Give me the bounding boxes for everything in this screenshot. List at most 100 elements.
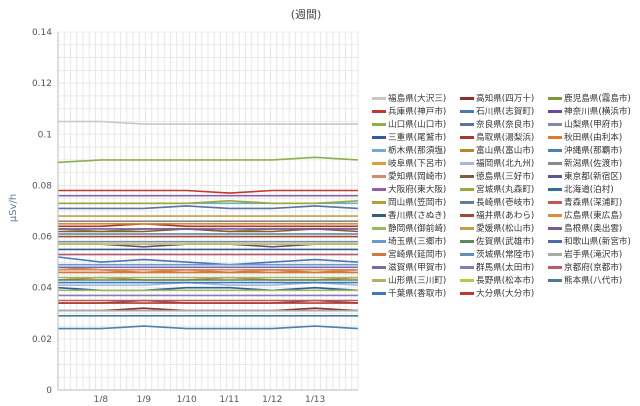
legend-item: 石川県(志賀町): [460, 105, 534, 119]
y-tick-label: 0.1: [38, 130, 52, 140]
axes: 0 0.02 0.04 0.06 0.08 0.1 0.12 0.14 1/8 1/9 1/10 1/…: [32, 28, 358, 405]
y-tick-label: 0.06: [32, 233, 52, 243]
series-line: [58, 120, 358, 125]
legend-item: 東京都(新宿区): [548, 170, 622, 184]
series-line: [58, 223, 358, 228]
legend-item: 愛知県(岡崎市): [372, 170, 446, 184]
legend-swatch: [460, 226, 474, 230]
legend-swatch: [460, 291, 474, 295]
legend-item: 神奈川県(横浜市): [548, 105, 631, 119]
legend-item: 長野県(松本市): [460, 274, 534, 288]
legend-label: 北海道(泊村): [564, 185, 614, 195]
legend-swatch: [372, 213, 386, 217]
legend-swatch: [460, 161, 474, 165]
legend-swatch: [372, 174, 386, 178]
y-tick-label: 0.08: [32, 181, 52, 191]
legend-item: 岡山県(笠岡市): [372, 196, 446, 210]
legend-swatch: [548, 226, 562, 230]
x-tick-label: 1/11: [219, 395, 239, 402]
series-lines: [57, 120, 359, 330]
legend-label: 熊本県(八代市): [564, 276, 623, 286]
legend-label: 栃木県(那須塩): [388, 146, 447, 156]
legend-swatch: [460, 187, 474, 191]
legend-swatch: [548, 161, 562, 165]
legend-item: 栃木県(那須塩): [372, 144, 446, 158]
legend-swatch: [548, 265, 562, 269]
legend-item: 岐阜県(下呂市): [372, 157, 446, 171]
legend-swatch: [372, 291, 386, 295]
legend-swatch: [548, 148, 562, 152]
series-line: [58, 205, 359, 210]
legend-item: 佐賀県(武雄市): [460, 235, 534, 249]
legend-item: 北海道(泊村): [548, 183, 614, 197]
legend-label: 埼玉県(三郷市): [388, 237, 447, 247]
legend-item: 和歌山県(新宮市): [548, 235, 631, 249]
legend-swatch: [372, 135, 386, 139]
legend-label: 福井県(あわら): [476, 211, 535, 221]
legend-swatch: [372, 161, 386, 165]
legend-label: 神奈川県(横浜市): [564, 107, 631, 117]
legend-item: 静岡県(御前崎): [372, 222, 446, 236]
legend-label: 愛媛県(松山市): [476, 224, 535, 234]
legend-swatch: [372, 278, 386, 282]
legend-swatch: [460, 213, 474, 217]
legend-label: 島根県(奥出雲): [564, 224, 623, 234]
legend-item: 新潟県(佐渡市): [548, 157, 622, 171]
legend-label: 千葉県(香取市): [388, 289, 447, 299]
legend-label: 茨城県(常陸市): [476, 250, 535, 260]
legend-swatch: [548, 213, 562, 217]
legend-swatch: [548, 135, 562, 139]
legend-item: 福島県(大沢三): [372, 92, 446, 106]
y-tick-label: 0.12: [32, 79, 52, 89]
x-tick-label: 1/13: [305, 395, 325, 402]
legend-item: 群馬県(太田市): [460, 261, 534, 275]
legend-label: 香川県(さぬき): [388, 211, 447, 221]
legend-swatch: [460, 278, 474, 282]
legend-item: 滋賀県(甲賀市): [372, 261, 446, 275]
legend-item: 山口県(山口市): [372, 118, 446, 132]
legend-label: 兵庫県(神戸市): [388, 107, 447, 117]
legend-swatch: [548, 278, 562, 282]
legend-swatch: [372, 252, 386, 256]
legend-item: 徳島県(三好市): [460, 170, 534, 184]
legend-swatch: [548, 200, 562, 204]
legend-label: 岩手県(滝沢市): [564, 250, 623, 260]
legend-label: 静岡県(御前崎): [388, 224, 447, 234]
legend-swatch: [372, 239, 386, 243]
legend-item: 熊本県(八代市): [548, 274, 622, 288]
legend-item: 青森県(深浦町): [548, 196, 622, 210]
legend-swatch: [548, 122, 562, 126]
legend-label: 京都府(京都市): [564, 263, 623, 273]
x-tick-label: 1/8: [94, 395, 109, 402]
series-line: [58, 200, 359, 205]
legend-item: 山形県(三川町): [372, 274, 446, 288]
legend-label: 宮城県(丸森町): [476, 185, 535, 195]
legend-label: 山形県(三川町): [388, 276, 447, 286]
legend-label: 滋賀県(甲賀市): [388, 263, 447, 273]
legend-label: 秋田県(由利本): [564, 133, 623, 143]
legend-label: 沖縄県(那覇市): [564, 146, 623, 156]
legend-swatch: [372, 200, 386, 204]
legend-item: 香川県(さぬき): [372, 209, 446, 223]
legend-swatch: [460, 252, 474, 256]
legend-item: 福岡県(北九州): [460, 157, 534, 171]
legend-swatch: [372, 148, 386, 152]
legend-item: 大分県(大分市): [460, 287, 534, 301]
legend-item: 山梨県(甲府市): [548, 118, 622, 132]
legend-label: 群馬県(太田市): [476, 263, 535, 273]
legend-label: 福岡県(北九州): [476, 159, 535, 169]
y-tick-label: 0: [46, 386, 52, 396]
y-axis-label: μSv/h: [8, 194, 19, 222]
legend-item: 茨城県(常陸市): [460, 248, 534, 262]
gridlines: [57, 31, 359, 391]
legend-label: 新潟県(佐渡市): [564, 159, 623, 169]
legend-label: 広島県(東広島): [564, 211, 623, 221]
legend-item: 兵庫県(神戸市): [372, 105, 446, 119]
legend-label: 徳島県(三好市): [476, 172, 535, 182]
legend-label: 大分県(大分市): [476, 289, 535, 299]
legend-swatch: [548, 174, 562, 178]
legend-swatch: [548, 239, 562, 243]
legend-label: 大阪府(東大阪): [388, 185, 447, 195]
legend-swatch: [372, 226, 386, 230]
legend-label: 山梨県(甲府市): [564, 120, 623, 130]
